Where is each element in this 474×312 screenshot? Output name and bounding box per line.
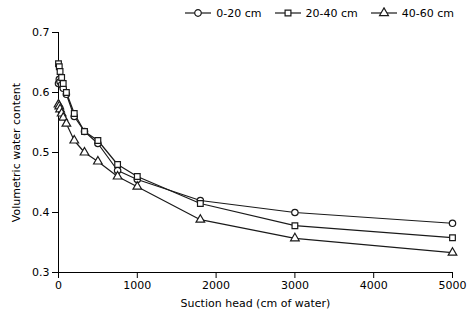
svg-text:5000: 5000 (439, 279, 467, 292)
svg-text:1000: 1000 (123, 279, 151, 292)
svg-text:0.7: 0.7 (32, 26, 50, 39)
svg-text:2000: 2000 (202, 279, 230, 292)
svg-text:Volumetric water content: Volumetric water content (10, 82, 23, 222)
html-text:0-20 cm: 0-20 cm (216, 6, 262, 20)
html-text:40-60 cm: 40-60 cm (401, 6, 454, 20)
svg-text:0.6: 0.6 (32, 86, 50, 99)
svg-text:0.5: 0.5 (32, 146, 50, 159)
svg-text:0.3: 0.3 (32, 266, 50, 279)
html-text:20-40 cm: 20-40 cm (305, 6, 358, 20)
svg-text:3000: 3000 (281, 279, 309, 292)
svg-text:0.4: 0.4 (32, 206, 50, 219)
svg-text:0: 0 (55, 279, 62, 292)
svg-text:4000: 4000 (360, 279, 388, 292)
svg-text:Suction head (cm of water): Suction head (cm of water) (181, 297, 331, 310)
